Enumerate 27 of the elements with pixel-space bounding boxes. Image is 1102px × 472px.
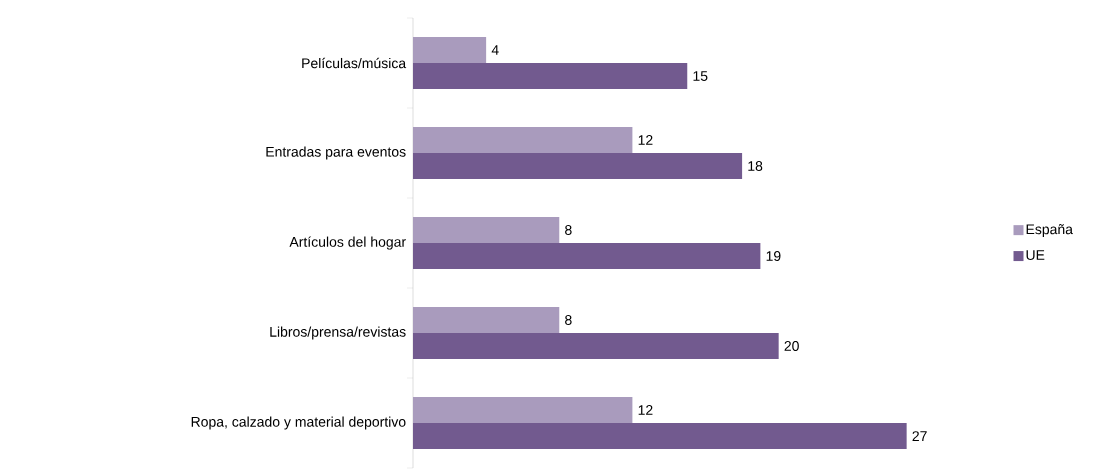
data-label: 18 (748, 161, 763, 172)
y-tick-label: Artículos del hogar (289, 236, 406, 250)
y-tick-label: Ropa, calzado y material deportivo (191, 416, 406, 430)
bar (413, 126, 633, 153)
legend-label: España (1026, 224, 1073, 238)
y-tick-label: Libros/prensa/revistas (270, 326, 406, 340)
bar (413, 423, 907, 450)
data-label: 20 (784, 341, 799, 352)
bar (413, 36, 487, 63)
data-label: 12 (638, 135, 653, 145)
bar (413, 243, 761, 270)
data-label: 12 (638, 405, 653, 415)
data-label: 27 (912, 431, 927, 441)
data-label: 15 (693, 71, 708, 81)
bar (413, 63, 688, 90)
bar (413, 333, 779, 360)
y-tick-label: Películas/música (302, 57, 407, 69)
bar (413, 216, 560, 243)
y-tick-label: Entradas para eventos (266, 146, 406, 160)
bar (413, 306, 560, 333)
data-label: 19 (766, 251, 781, 262)
bar (413, 153, 743, 180)
legend-label: UE (1026, 250, 1045, 260)
data-label: 4 (491, 45, 499, 55)
data-label: 8 (565, 314, 572, 325)
data-label: 8 (565, 224, 572, 235)
bar (413, 396, 633, 423)
